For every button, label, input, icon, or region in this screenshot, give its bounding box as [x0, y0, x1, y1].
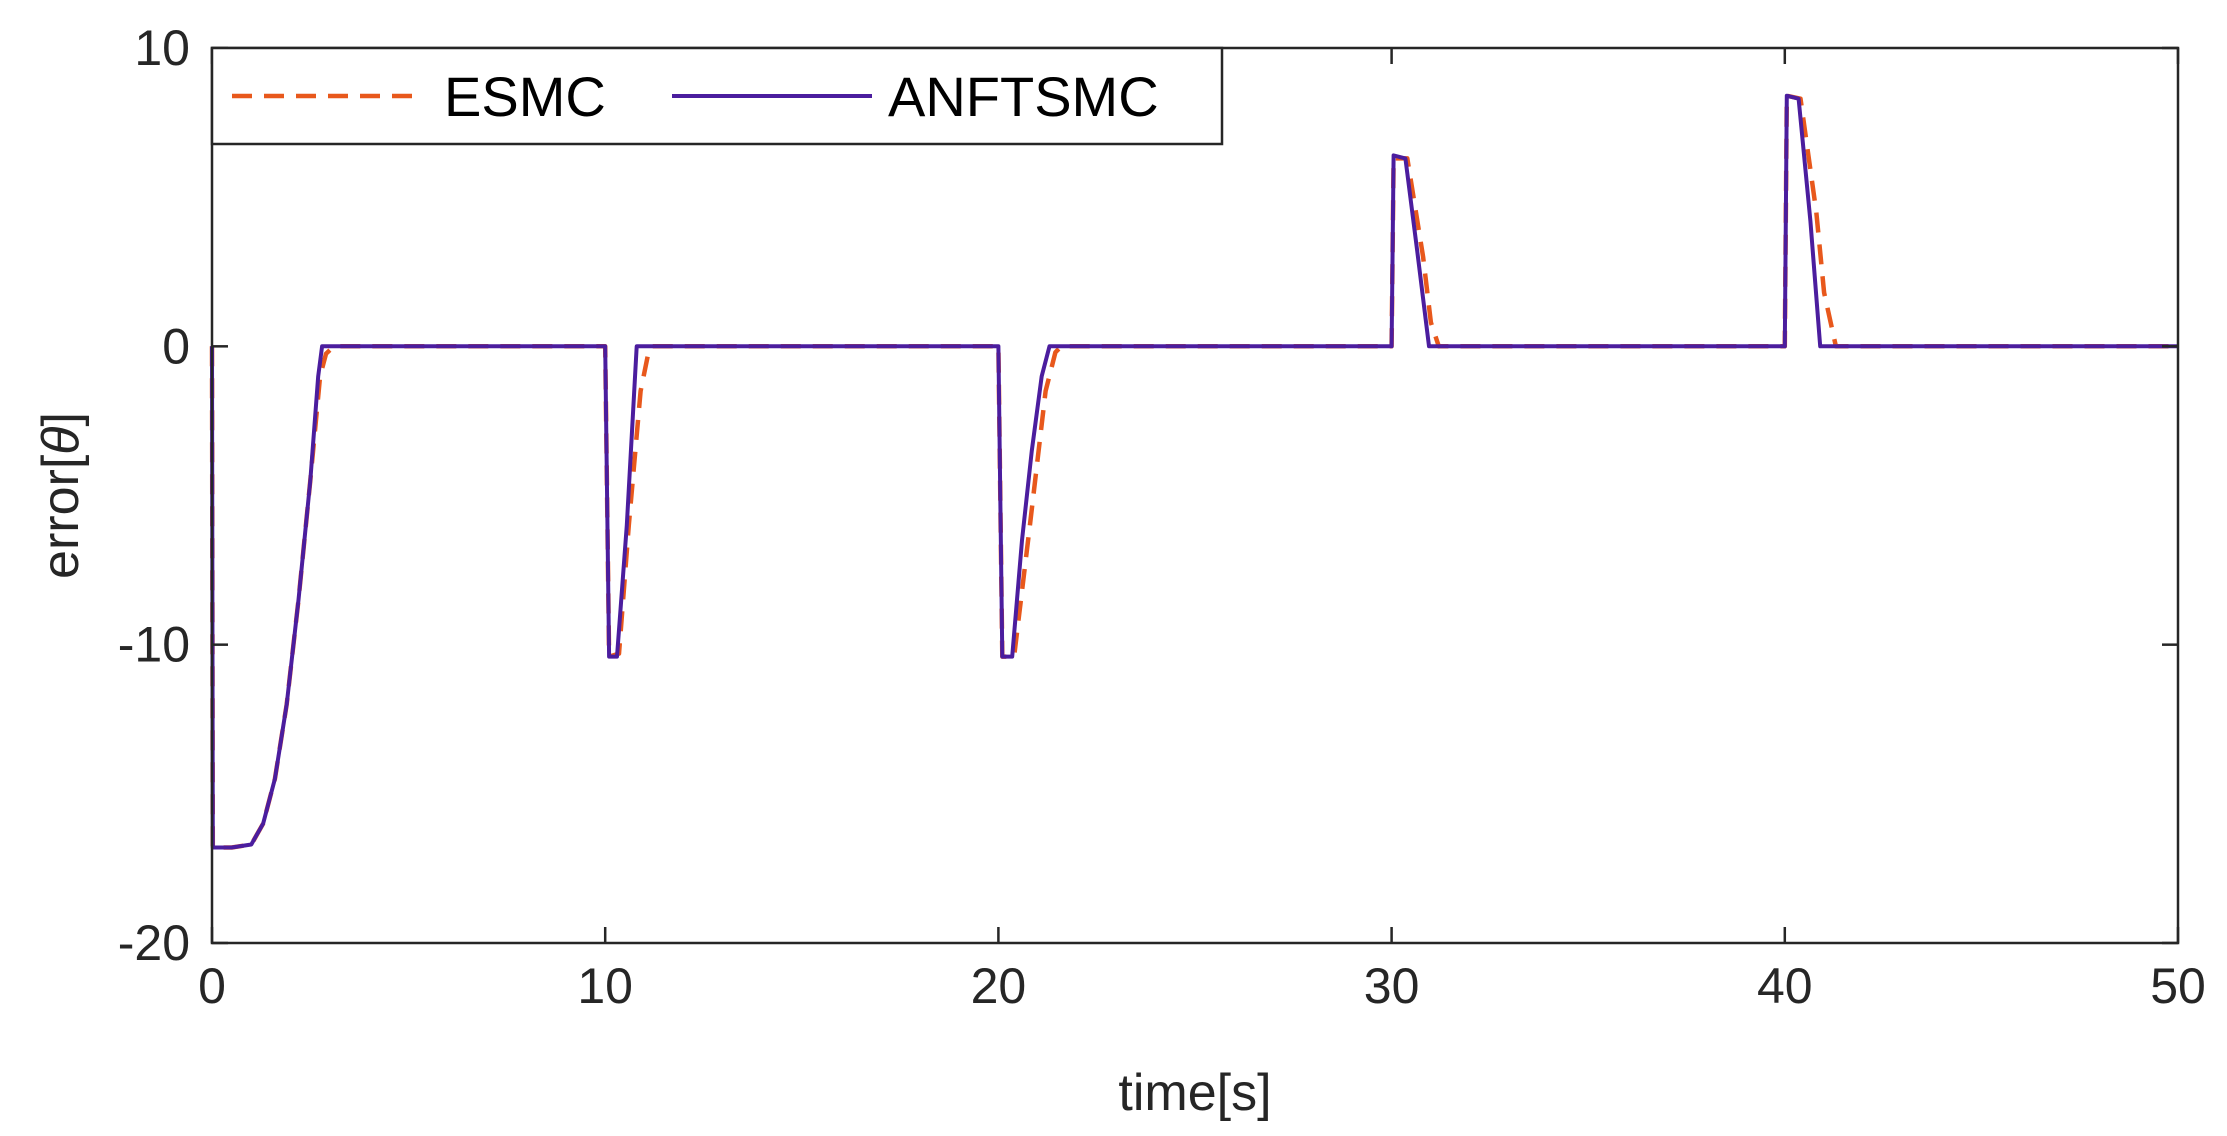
- y-tick-label: 0: [162, 318, 190, 374]
- legend-label-esmc: ESMC: [444, 65, 606, 128]
- y-tick-label: -10: [118, 617, 190, 673]
- series-layer: [209, 93, 2178, 850]
- y-axis-label: error[θ]: [32, 412, 90, 579]
- x-tick-label: 40: [1757, 958, 1813, 1014]
- x-tick-label: 0: [198, 958, 226, 1014]
- x-axis-label: time[s]: [1118, 1064, 1271, 1122]
- x-tick-label: 30: [1364, 958, 1420, 1014]
- ticks-layer: 0 10 20 30 40 50 -20 -10 0 10: [118, 20, 2206, 1014]
- x-tick-label: 50: [2150, 958, 2206, 1014]
- y-axis-label-prefix: error[: [32, 454, 90, 579]
- y-axis-label-suffix: ]: [32, 412, 90, 426]
- plot-area: [212, 48, 2178, 943]
- series-line-anftsmc: [210, 93, 2178, 850]
- x-tick-label: 20: [971, 958, 1027, 1014]
- y-tick-label: -20: [118, 915, 190, 971]
- y-axis-label-symbol: θ: [32, 426, 90, 454]
- legend-label-anftsmc: ANFTSMC: [888, 65, 1159, 128]
- x-tick-label: 10: [577, 958, 633, 1014]
- legend: ESMC ANFTSMC: [210, 46, 1224, 146]
- y-tick-label: 10: [134, 20, 190, 76]
